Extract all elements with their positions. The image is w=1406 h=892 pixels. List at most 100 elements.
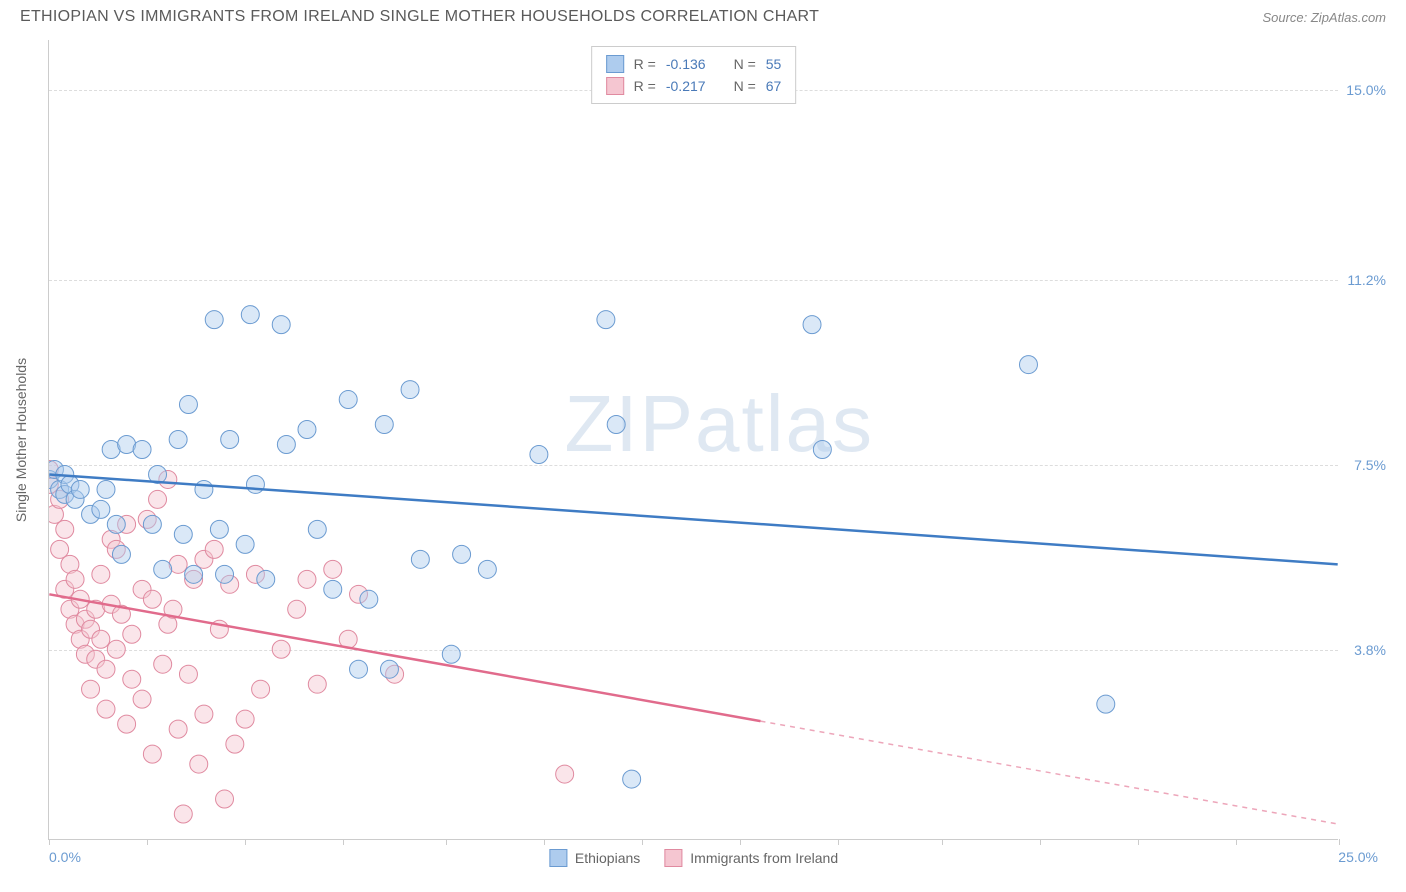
- scatter-point: [154, 560, 172, 578]
- y-tick-label: 3.8%: [1354, 642, 1386, 658]
- scatter-point: [56, 520, 74, 538]
- scatter-point: [107, 515, 125, 533]
- x-tick: [838, 839, 839, 845]
- scatter-point: [411, 550, 429, 568]
- scatter-point: [112, 545, 130, 563]
- source-attribution: Source: ZipAtlas.com: [1262, 10, 1386, 25]
- scatter-point: [169, 720, 187, 738]
- y-tick-label: 7.5%: [1354, 457, 1386, 473]
- scatter-point: [190, 755, 208, 773]
- plot-svg: [49, 40, 1338, 839]
- scatter-point: [169, 431, 187, 449]
- scatter-point: [272, 640, 290, 658]
- x-tick: [343, 839, 344, 845]
- scatter-point: [308, 520, 326, 538]
- scatter-point: [324, 560, 342, 578]
- scatter-point: [375, 416, 393, 434]
- scatter-point: [453, 545, 471, 563]
- scatter-point: [195, 480, 213, 498]
- scatter-point: [82, 680, 100, 698]
- scatter-point: [179, 665, 197, 683]
- title-bar: ETHIOPIAN VS IMMIGRANTS FROM IRELAND SIN…: [0, 0, 1406, 30]
- scatter-point: [71, 480, 89, 498]
- scatter-point: [51, 540, 69, 558]
- scatter-point: [226, 735, 244, 753]
- x-tick: [147, 839, 148, 845]
- y-axis-label: Single Mother Households: [13, 357, 29, 521]
- scatter-point: [149, 490, 167, 508]
- scatter-point: [478, 560, 496, 578]
- scatter-point: [143, 590, 161, 608]
- scatter-point: [813, 440, 831, 458]
- legend-item-1: Ethiopians: [549, 849, 640, 867]
- x-tick: [740, 839, 741, 845]
- scatter-point: [123, 625, 141, 643]
- scatter-point: [246, 475, 264, 493]
- plot-area: Single Mother Households ZIPatlas R = -0…: [48, 40, 1338, 840]
- scatter-point: [97, 480, 115, 498]
- x-tick: [942, 839, 943, 845]
- scatter-point: [236, 710, 254, 728]
- scatter-point: [597, 311, 615, 329]
- scatter-point: [216, 790, 234, 808]
- x-tick: [642, 839, 643, 845]
- scatter-point: [298, 570, 316, 588]
- scatter-point: [97, 660, 115, 678]
- scatter-point: [324, 580, 342, 598]
- scatter-point: [133, 690, 151, 708]
- scatter-point: [205, 540, 223, 558]
- legend-item-2: Immigrants from Ireland: [664, 849, 838, 867]
- scatter-point: [118, 715, 136, 733]
- scatter-point: [66, 570, 84, 588]
- chart-title: ETHIOPIAN VS IMMIGRANTS FROM IRELAND SIN…: [20, 8, 819, 26]
- legend-swatch-1: [549, 849, 567, 867]
- scatter-point: [174, 805, 192, 823]
- scatter-point: [1097, 695, 1115, 713]
- scatter-point: [339, 391, 357, 409]
- legend-label-2: Immigrants from Ireland: [690, 850, 838, 866]
- x-tick: [446, 839, 447, 845]
- scatter-point: [556, 765, 574, 783]
- scatter-point: [530, 445, 548, 463]
- chart-container: Single Mother Households ZIPatlas R = -0…: [48, 40, 1386, 840]
- x-origin-label: 0.0%: [49, 849, 81, 865]
- scatter-point: [257, 570, 275, 588]
- scatter-point: [133, 440, 151, 458]
- scatter-point: [179, 396, 197, 414]
- scatter-point: [252, 680, 270, 698]
- scatter-point: [298, 421, 316, 439]
- scatter-point: [92, 500, 110, 518]
- scatter-point: [107, 640, 125, 658]
- x-tick: [1040, 839, 1041, 845]
- scatter-point: [210, 520, 228, 538]
- scatter-point: [236, 535, 254, 553]
- scatter-point: [288, 600, 306, 618]
- legend-swatch-2: [664, 849, 682, 867]
- bottom-legend: Ethiopians Immigrants from Ireland: [549, 849, 838, 867]
- scatter-point: [360, 590, 378, 608]
- stats-swatch-2: [606, 77, 624, 95]
- scatter-point: [401, 381, 419, 399]
- scatter-point: [143, 515, 161, 533]
- scatter-point: [308, 675, 326, 693]
- scatter-point: [97, 700, 115, 718]
- scatter-point: [380, 660, 398, 678]
- scatter-point: [442, 645, 460, 663]
- scatter-point: [803, 316, 821, 334]
- x-tick: [1138, 839, 1139, 845]
- legend-label-1: Ethiopians: [575, 850, 640, 866]
- x-tick: [49, 839, 50, 845]
- regression-line-dashed: [760, 721, 1337, 824]
- scatter-point: [623, 770, 641, 788]
- stats-row-1: R = -0.136 N = 55: [606, 53, 782, 75]
- x-tick: [245, 839, 246, 845]
- scatter-point: [216, 565, 234, 583]
- x-tick: [1339, 839, 1340, 845]
- scatter-point: [221, 431, 239, 449]
- scatter-point: [92, 630, 110, 648]
- scatter-point: [154, 655, 172, 673]
- y-tick-label: 11.2%: [1347, 272, 1386, 288]
- scatter-point: [185, 565, 203, 583]
- x-tick: [1236, 839, 1237, 845]
- scatter-point: [241, 306, 259, 324]
